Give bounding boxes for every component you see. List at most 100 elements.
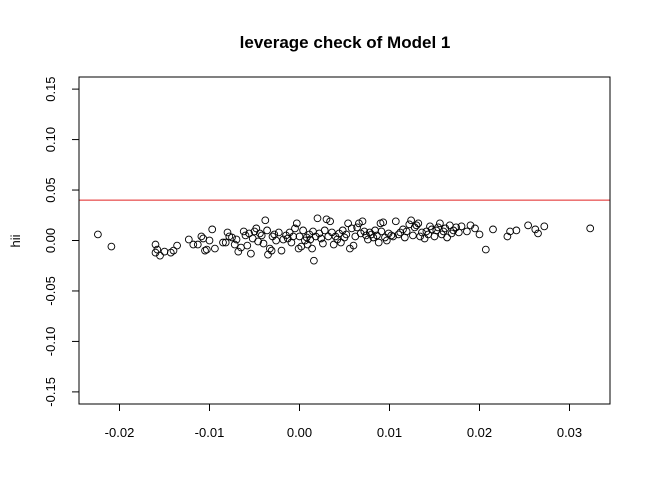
y-tick-label: 0.05: [43, 177, 58, 202]
data-point: [377, 227, 386, 236]
data-point: [232, 235, 241, 244]
data-point: [342, 230, 351, 239]
data-point: [356, 229, 365, 238]
data-point: [349, 241, 358, 250]
x-tick-label: -0.01: [195, 425, 225, 440]
data-point: [256, 229, 264, 238]
y-tick-label: 0.00: [43, 228, 58, 253]
data-point: [254, 237, 262, 246]
data-point: [344, 219, 352, 228]
data-point: [247, 249, 255, 258]
data-point: [199, 234, 208, 243]
data-point: [317, 234, 325, 243]
data-point: [326, 217, 334, 226]
data-point: [243, 241, 252, 250]
data-point: [374, 238, 383, 247]
data-points: [94, 214, 595, 265]
data-point: [402, 227, 411, 236]
data-point: [268, 232, 277, 241]
y-tick-label: 0.10: [43, 127, 58, 152]
data-point: [358, 217, 367, 226]
data-point: [295, 232, 304, 241]
data-point: [189, 240, 198, 249]
data-point: [410, 223, 419, 232]
data-point: [324, 232, 333, 241]
y-axis-label: hii: [8, 234, 23, 247]
data-point: [540, 222, 549, 231]
data-point: [337, 238, 345, 247]
data-point: [360, 227, 369, 236]
plot-frame: [78, 76, 611, 405]
data-point: [319, 239, 327, 248]
data-point: [193, 240, 202, 249]
data-point: [320, 226, 329, 235]
data-point: [252, 224, 261, 233]
data-point: [365, 228, 374, 237]
x-tick-label: 0.01: [377, 425, 402, 440]
data-point: [160, 247, 169, 256]
data-point: [169, 246, 178, 255]
data-point: [434, 223, 442, 232]
x-tick-label: -0.02: [105, 425, 135, 440]
data-point: [409, 231, 417, 240]
data-point: [279, 235, 288, 244]
data-point: [166, 248, 175, 257]
data-point: [289, 232, 298, 241]
data-point: [347, 224, 356, 233]
data-point: [197, 232, 206, 241]
data-point: [263, 226, 271, 235]
x-tick-label: 0.00: [287, 425, 312, 440]
data-point: [228, 233, 236, 242]
y-tick-label: -0.10: [43, 327, 58, 357]
data-point: [412, 221, 421, 230]
data-point: [416, 232, 424, 241]
x-tick-label: 0.03: [557, 425, 582, 440]
data-point: [221, 238, 230, 247]
data-point: [272, 236, 280, 245]
data-point: [364, 235, 372, 244]
chart-title: leverage check of Model 1: [240, 33, 451, 52]
y-tick-label: 0.15: [43, 76, 58, 101]
data-point: [414, 219, 423, 228]
data-point: [156, 251, 164, 260]
data-point: [389, 232, 397, 241]
data-point: [355, 219, 363, 228]
x-axis: -0.02 -0.01 0.00 0.01 0.02 0.03: [105, 403, 582, 440]
x-tick-label: 0.02: [467, 425, 492, 440]
data-point: [463, 227, 471, 236]
data-point: [261, 216, 270, 225]
data-point: [407, 216, 415, 225]
data-point: [310, 256, 318, 265]
data-point: [420, 234, 429, 243]
data-point: [436, 219, 444, 228]
data-point: [259, 239, 268, 248]
data-point: [369, 233, 378, 242]
data-point: [151, 240, 160, 249]
data-point: [267, 246, 276, 255]
data-point: [308, 244, 316, 253]
data-point: [211, 244, 219, 253]
data-point: [223, 228, 232, 237]
data-point: [239, 227, 248, 236]
data-point: [379, 218, 388, 227]
data-point: [481, 245, 490, 254]
data-point: [202, 245, 211, 254]
data-point: [230, 240, 239, 249]
data-point: [265, 244, 274, 253]
data-point: [184, 235, 193, 244]
data-point: [322, 215, 331, 224]
data-point: [531, 225, 540, 234]
data-point: [328, 228, 336, 237]
data-point: [201, 246, 209, 255]
data-point: [219, 238, 227, 247]
data-point: [257, 231, 266, 240]
data-point: [534, 229, 542, 238]
data-point: [373, 231, 381, 240]
data-point: [245, 229, 253, 238]
data-point: [107, 242, 116, 251]
data-point: [292, 219, 301, 228]
data-point: [291, 224, 299, 233]
data-point: [208, 225, 217, 234]
data-point: [489, 225, 497, 234]
y-tick-label: -0.15: [43, 377, 58, 407]
